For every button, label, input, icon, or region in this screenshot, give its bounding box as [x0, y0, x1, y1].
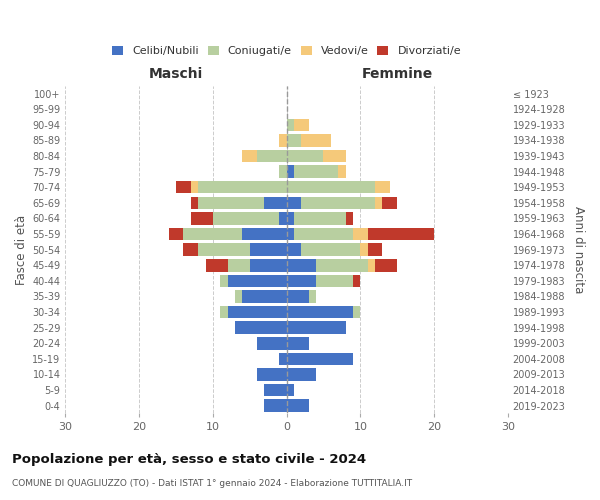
Y-axis label: Fasce di età: Fasce di età	[15, 214, 28, 284]
Bar	[294, 228, 353, 240]
Bar	[242, 290, 287, 302]
Bar	[287, 118, 294, 131]
Bar	[169, 228, 184, 240]
Bar	[257, 150, 287, 162]
Bar	[227, 306, 287, 318]
Bar	[301, 244, 361, 256]
Bar	[287, 212, 294, 224]
Bar	[287, 290, 309, 302]
Bar	[191, 196, 198, 209]
Bar	[309, 290, 316, 302]
Bar	[198, 196, 265, 209]
Bar	[316, 274, 353, 287]
Bar	[368, 244, 382, 256]
Text: COMUNE DI QUAGLIUZZO (TO) - Dati ISTAT 1° gennaio 2024 - Elaborazione TUTTITALIA: COMUNE DI QUAGLIUZZO (TO) - Dati ISTAT 1…	[12, 479, 412, 488]
Bar	[382, 196, 397, 209]
Bar	[184, 228, 242, 240]
Bar	[235, 322, 287, 334]
Bar	[294, 166, 338, 178]
Bar	[287, 384, 294, 396]
Bar	[287, 181, 375, 194]
Bar	[301, 134, 331, 146]
Bar	[287, 196, 301, 209]
Bar	[301, 196, 375, 209]
Bar	[198, 181, 287, 194]
Bar	[279, 352, 287, 365]
Bar	[375, 181, 390, 194]
Bar	[220, 274, 227, 287]
Bar	[257, 337, 287, 349]
Bar	[353, 306, 361, 318]
Bar	[242, 150, 257, 162]
Bar	[287, 244, 301, 256]
Bar	[213, 212, 279, 224]
Bar	[191, 181, 198, 194]
Bar	[287, 274, 316, 287]
Bar	[287, 352, 353, 365]
Bar	[287, 337, 309, 349]
Bar	[287, 306, 353, 318]
Bar	[294, 212, 346, 224]
Text: Femmine: Femmine	[362, 67, 433, 81]
Bar	[287, 368, 316, 380]
Bar	[287, 150, 323, 162]
Bar	[198, 244, 250, 256]
Bar	[176, 181, 191, 194]
Bar	[294, 118, 309, 131]
Bar	[287, 400, 309, 412]
Text: Maschi: Maschi	[149, 67, 203, 81]
Bar	[361, 244, 368, 256]
Bar	[368, 228, 434, 240]
Bar	[242, 228, 287, 240]
Bar	[346, 212, 353, 224]
Bar	[265, 384, 287, 396]
Bar	[250, 244, 287, 256]
Bar	[279, 134, 287, 146]
Bar	[353, 274, 361, 287]
Bar	[353, 228, 368, 240]
Bar	[287, 134, 301, 146]
Bar	[227, 259, 250, 272]
Bar	[338, 166, 346, 178]
Bar	[287, 166, 294, 178]
Bar	[287, 228, 294, 240]
Bar	[375, 196, 382, 209]
Bar	[265, 196, 287, 209]
Bar	[316, 259, 368, 272]
Legend: Celibi/Nubili, Coniugati/e, Vedovi/e, Divorziati/e: Celibi/Nubili, Coniugati/e, Vedovi/e, Di…	[112, 46, 461, 56]
Y-axis label: Anni di nascita: Anni di nascita	[572, 206, 585, 294]
Bar	[279, 212, 287, 224]
Bar	[220, 306, 227, 318]
Bar	[287, 322, 346, 334]
Bar	[368, 259, 375, 272]
Text: Popolazione per età, sesso e stato civile - 2024: Popolazione per età, sesso e stato civil…	[12, 452, 366, 466]
Bar	[191, 212, 213, 224]
Bar	[375, 259, 397, 272]
Bar	[323, 150, 346, 162]
Bar	[250, 259, 287, 272]
Bar	[279, 166, 287, 178]
Bar	[184, 244, 198, 256]
Bar	[206, 259, 227, 272]
Bar	[265, 400, 287, 412]
Bar	[257, 368, 287, 380]
Bar	[227, 274, 287, 287]
Bar	[287, 259, 316, 272]
Bar	[235, 290, 242, 302]
